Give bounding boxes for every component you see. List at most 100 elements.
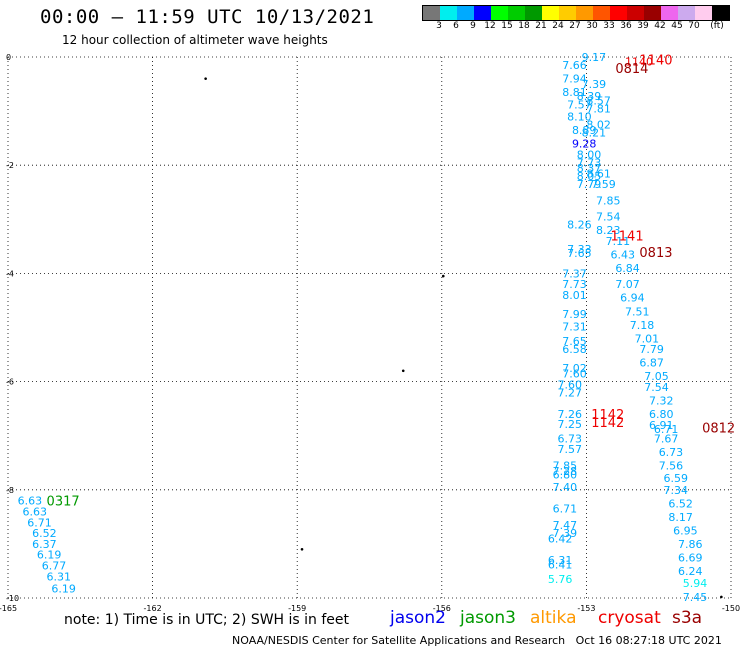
wave-height-point: 6.71 [27, 516, 51, 529]
y-tick-label: -2 [6, 161, 14, 170]
y-tick-label: -6 [6, 378, 14, 387]
wave-height-point: 6.95 [673, 524, 698, 537]
wave-height-point: 7.32 [649, 395, 674, 408]
x-tick-label: -153 [577, 604, 595, 613]
wave-height-point: 7.81 [586, 102, 611, 115]
axis-tick-labels: 0 -2 -4 -6 -8 -10-165 -162 -159 -156 -153 -150 [0, 53, 740, 613]
legend-swatch [678, 6, 695, 20]
legend-swatch [508, 6, 525, 20]
legend-label: 9 [470, 21, 476, 31]
legend-label: 70 [688, 21, 700, 31]
wave-height-point: 7.59 [591, 178, 616, 191]
wave-height-point: 6.77 [42, 560, 67, 573]
wave-height-point: 6.42 [548, 532, 573, 545]
wave-height-point: 6.80 [553, 469, 578, 482]
wave-height-point: 9.17 [582, 51, 607, 64]
legend-label: 24 [552, 21, 564, 31]
chart-subtitle: 12 hour collection of altimeter wave hei… [62, 33, 328, 47]
wave-height-point: 6.43 [611, 248, 636, 261]
wave-height-point: 8.10 [567, 111, 592, 124]
data-points: 9.17 11407.667.947.398.818.397.578.577.81… [18, 51, 708, 604]
wave-height-point: 6.52 [32, 527, 57, 540]
wave-height-point: 7.11 [606, 235, 631, 248]
legend-label: 6 [453, 21, 459, 31]
wave-height-point: 7.60 [557, 378, 582, 391]
legend-label: 12 [484, 21, 496, 31]
satellite-jason3: jason3 [460, 608, 516, 628]
wave-height-point: 6.69 [678, 551, 703, 564]
legend-swatch [593, 6, 610, 20]
wave-height-point: 7.56 [659, 459, 684, 472]
wave-height-point: 6.87 [639, 357, 664, 370]
legend-swatch [610, 6, 627, 20]
legend-label: 36 [620, 21, 632, 31]
wave-height-point: 7.85 [553, 459, 578, 472]
legend-swatch [695, 6, 712, 20]
wave-height-point: 7.51 [625, 305, 650, 318]
wave-height-point: 6.24 [678, 565, 703, 578]
wave-height-point: 5.76 [548, 573, 573, 586]
legend-label: 30 [586, 21, 598, 31]
pass-time-label: 1142 [591, 408, 624, 423]
legend-swatch [440, 6, 457, 20]
x-tick-label: -165 [0, 604, 17, 613]
pass-time-label: 1142 [591, 416, 624, 431]
pass-time-label: 1141 [611, 230, 644, 245]
wave-height-point: 7.86 [678, 538, 703, 551]
wave-height-point: 8.57 [586, 94, 611, 107]
wave-height-point: 8.00 [577, 148, 602, 161]
x-tick-label: -156 [433, 604, 451, 613]
wave-height-point: 7.66 [562, 59, 587, 72]
x-tick-label: -150 [722, 604, 740, 613]
island-mark [720, 595, 723, 599]
pass-time-label: 1140 [639, 54, 672, 69]
wave-height-point: 7.54 [644, 381, 669, 394]
y-tick-label: -4 [6, 269, 14, 278]
wave-height-point: 6.84 [615, 262, 640, 275]
wave-height-point: 7.25 [557, 418, 582, 431]
wave-height-point: 7.34 [664, 484, 689, 497]
wave-height-point: 6.19 [51, 582, 76, 595]
legend-swatch [542, 6, 559, 20]
wave-height-point: 7.65 [562, 335, 587, 348]
legend-label: 42 [654, 21, 666, 31]
wave-height-point: 8.89 [572, 124, 597, 137]
x-tick-label: -159 [288, 604, 306, 613]
legend-label: 27 [569, 21, 581, 31]
wave-height-point: 7.07 [615, 278, 640, 291]
wave-height-point: 8.61 [586, 167, 611, 180]
wave-height-point: 7.31 [562, 320, 587, 333]
wave-height-point: 8.26 [567, 219, 592, 232]
wave-height-point: 8.23 [596, 224, 621, 237]
wave-height-point: 6.52 [668, 497, 693, 510]
wave-height-point: 7.57 [567, 99, 592, 112]
legend-label: 33 [603, 21, 615, 31]
legend-swatch [712, 6, 729, 20]
legend-swatch [627, 6, 644, 20]
wave-height-point: 7.99 [562, 308, 587, 321]
wave-height-point: 8.37 [577, 162, 602, 175]
wave-height-point: 7.39 [553, 527, 578, 540]
wave-height-point: 6.31 [548, 554, 573, 567]
wave-height-point: 7.05 [644, 370, 669, 383]
wave-height-point: 6.63 [22, 505, 47, 518]
wave-height-point: 7.02 [562, 362, 587, 375]
legend-label: (ft) [710, 21, 724, 31]
wave-height-point: 8.01 [562, 289, 587, 302]
wave-height-point: 7.60 [562, 367, 587, 380]
y-tick-label: -8 [6, 486, 14, 495]
wave-height-point: 6.73 [659, 446, 684, 459]
legend-label: 18 [518, 21, 530, 31]
wave-height-point: 6.94 [620, 292, 645, 305]
wave-height-point: 7.54 [596, 211, 621, 224]
wave-height-point: 7.33 [567, 243, 592, 256]
legend-label: 21 [535, 21, 547, 31]
grid-lines [7, 56, 732, 599]
wave-height-point: 7.73 [562, 278, 587, 291]
satellite-jason2: jason2 [390, 608, 446, 628]
island-mark [300, 548, 304, 551]
wave-height-point: 7.94 [562, 73, 587, 86]
wave-height-point: 6.73 [557, 432, 582, 445]
legend-label: 15 [501, 21, 513, 31]
